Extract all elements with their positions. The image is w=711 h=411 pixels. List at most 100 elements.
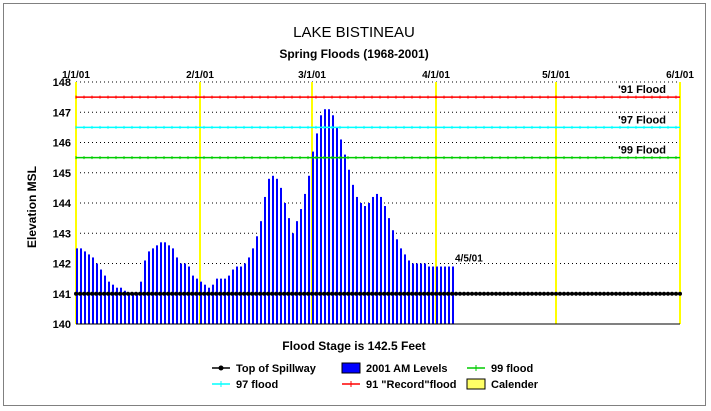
spillway-marker [442,291,446,296]
level-bar [100,269,102,324]
spillway-marker [94,291,98,296]
spillway-marker [650,291,654,296]
spillway-marker [374,291,378,296]
spillway-marker [562,291,566,296]
level-bar [352,184,354,324]
spillway-marker [454,291,458,296]
spillway-marker [226,291,230,296]
legend-label: 97 flood [236,379,278,391]
chart-subtitle: Spring Floods (1968-2001) [279,47,428,61]
spillway-marker [78,291,82,296]
level-bar [372,196,374,324]
spillway-marker [146,291,150,296]
spillway-marker [626,291,630,296]
level-bar [108,281,110,324]
spillway-marker [222,291,226,296]
spillway-marker [118,291,122,296]
spillway-marker [378,291,382,296]
legend-label: Top of Spillway [236,363,317,375]
level-bar [84,251,86,324]
level-bar [320,115,322,325]
spillway-marker [678,291,682,296]
level-bar [344,154,346,324]
level-bar [208,287,210,324]
spillway-marker [622,291,626,296]
spillway-marker [446,291,450,296]
spillway-marker [642,291,646,296]
spillway-marker [438,291,442,296]
level-bar [92,257,94,324]
level-bar [280,187,282,324]
spillway-marker [134,291,138,296]
spillway-marker [278,291,282,296]
spillway-marker [90,291,94,296]
calendar-date-label: 2/1/01 [186,70,214,81]
spillway-marker [98,291,102,296]
legend-swatch [341,362,361,374]
level-bar [288,218,290,324]
level-bar [284,203,286,324]
y-tick-label: 143 [53,228,71,240]
level-bar [400,248,402,324]
level-bar [220,278,222,324]
level-bar [384,206,386,324]
spillway-marker [130,291,134,296]
spillway-marker [182,291,186,296]
spillway-marker [210,291,214,296]
x-axis-label: Flood Stage is 142.5 Feet [282,339,425,353]
spillway-marker [114,291,118,296]
spillway-marker [558,291,562,296]
spillway-marker [186,291,190,296]
legend-swatch [466,378,486,390]
spillway-marker [662,291,666,296]
level-bar [160,242,162,324]
spillway-marker [178,291,182,296]
level-bar [120,287,122,324]
legend-item: Top of Spillway [212,363,317,375]
level-bar [232,269,234,324]
spillway-marker [82,291,86,296]
spillway-marker [506,291,510,296]
legend-item: 2001 AM Levels [341,362,448,375]
level-bar [316,133,318,324]
spillway-marker [302,291,306,296]
legend-item: Calender [466,378,539,391]
flood-label: '99 Flood [618,145,666,157]
spillway-marker [554,291,558,296]
level-bar [336,127,338,324]
level-bar [368,203,370,324]
spillway-marker [490,291,494,296]
spillway-marker [470,291,474,296]
spillway-marker [326,291,330,296]
spillway-marker [566,291,570,296]
spillway-marker [618,291,622,296]
spillway-marker [238,291,242,296]
spillway-marker [86,291,90,296]
spillway-marker [350,291,354,296]
spillway-marker [670,291,674,296]
spillway-marker [462,291,466,296]
spillway-marker [486,291,490,296]
spillway-marker [290,291,294,296]
chart-frame: LAKE BISTINEAU Spring Floods (1968-2001)… [3,3,706,406]
spillway-marker [102,291,106,296]
y-tick-label: 142 [53,259,71,271]
spillway-marker [142,291,146,296]
spillway-layer [74,291,682,296]
spillway-marker [358,291,362,296]
spillway-marker [458,291,462,296]
spillway-marker [306,291,310,296]
spillway-marker [106,291,110,296]
level-bar [304,193,306,324]
spillway-marker [158,291,162,296]
level-bar [132,293,134,324]
spillway-marker [274,291,278,296]
level-bar [300,209,302,324]
level-bar [260,221,262,324]
spillway-marker [314,291,318,296]
spillway-marker [110,291,114,296]
legend-item: 91 "Record"flood [342,379,457,391]
spillway-marker [414,291,418,296]
spillway-marker [550,291,554,296]
